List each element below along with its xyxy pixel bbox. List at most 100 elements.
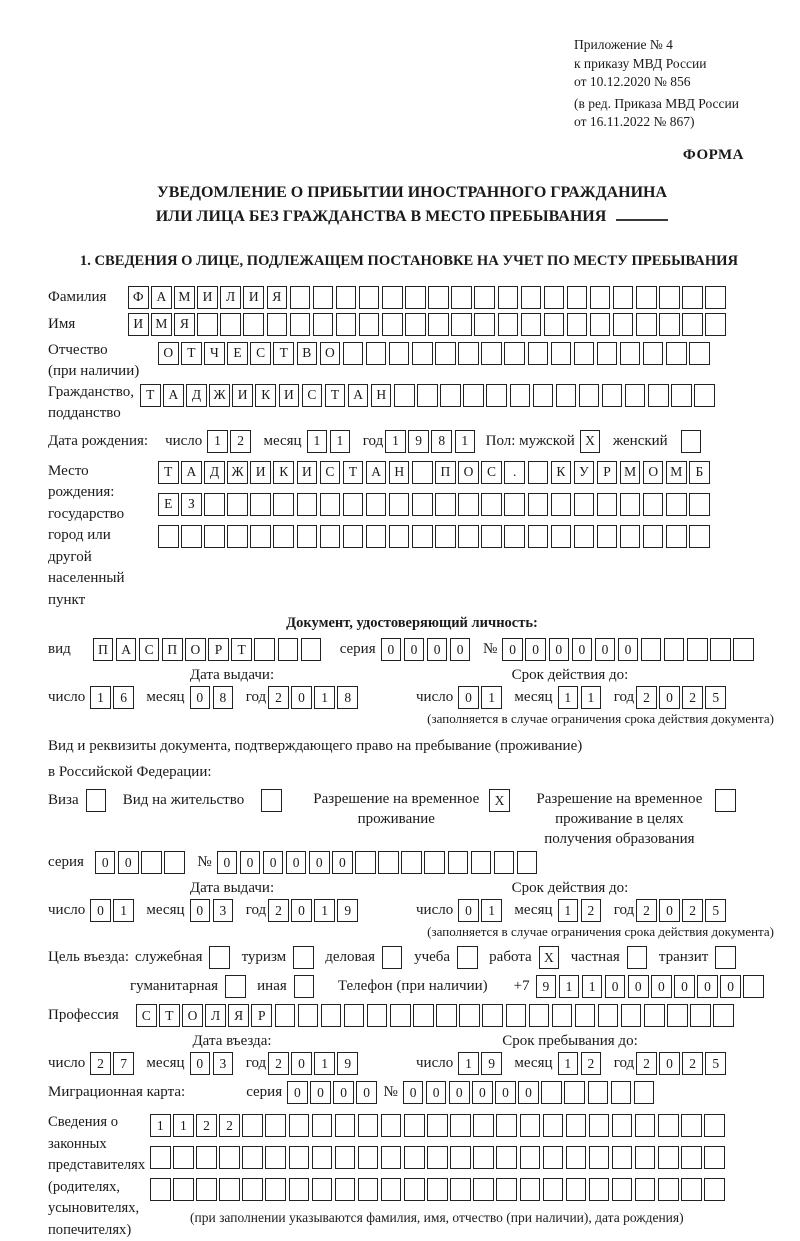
purpose-chastnaya-checkbox [627,946,650,969]
char-box: М [666,461,687,484]
char-box: 0 [449,1081,470,1104]
char-box: З [181,493,202,516]
char-box: X [580,430,601,453]
char-box [687,638,708,661]
purpose-option-label: иная [257,975,287,995]
char-box [544,286,565,309]
char-box [643,342,664,365]
char-box: 1 [558,899,579,922]
char-box: И [197,286,218,309]
entry-purpose-row2: гуманитарная иная Телефон (при наличии) … [130,975,776,998]
char-box [667,1004,688,1027]
char-box [86,789,107,812]
char-box [427,1146,448,1169]
char-box: 0 [286,851,307,874]
char-box: 0 [659,1052,680,1075]
char-box [321,1004,342,1027]
char-box: 9 [481,1052,502,1075]
char-box [566,1146,587,1169]
char-box [428,313,449,336]
sex-label: Пол: мужской [486,430,575,450]
char-box: 0 [549,638,570,661]
char-box: 0 [659,899,680,922]
year-label: год [246,686,266,706]
char-box: 0 [403,1081,424,1104]
char-box [743,975,764,998]
permit-checkbox [261,789,284,812]
char-box: А [116,638,137,661]
char-box [705,286,726,309]
char-box: 1 [481,686,502,709]
char-box: О [185,638,206,661]
char-box: П [435,461,456,484]
char-box [344,1004,365,1027]
char-box: А [366,461,387,484]
char-box [227,525,248,548]
char-box [506,1004,527,1027]
char-box: Л [220,286,241,309]
char-box [320,493,341,516]
char-box: 2 [682,899,703,922]
char-box [579,384,600,407]
char-box [382,313,403,336]
char-box: 0 [217,851,238,874]
char-box [704,1146,725,1169]
birthplace-boxes-3 [158,525,712,548]
char-box [473,1178,494,1201]
char-box [496,1178,517,1201]
char-box [689,493,710,516]
char-box [448,851,469,874]
seriya-label: серия [48,851,84,871]
char-box [458,493,479,516]
char-box: 9 [337,899,358,922]
char-box [504,525,525,548]
char-box: Т [231,638,252,661]
char-box: 2 [90,1052,111,1075]
char-box: 9 [536,975,557,998]
char-box: 1 [582,975,603,998]
char-box: К [255,384,276,407]
char-box [648,384,669,407]
char-box: 0 [628,975,649,998]
blank-underline [616,205,668,221]
char-box: Ч [204,342,225,365]
char-box [520,1178,541,1201]
residence-doc-intro1: Вид и реквизиты документа, подтверждающе… [48,733,776,759]
char-box: 2 [268,1052,289,1075]
char-box [382,286,403,309]
char-box [589,1146,610,1169]
char-box [164,851,185,874]
form-title: УВЕДОМЛЕНИЕ О ПРИБЫТИИ ИНОСТРАННОГО ГРАЖ… [48,181,776,229]
char-box [150,1146,171,1169]
char-box [450,1146,471,1169]
year-label: год [614,1052,634,1072]
char-box: 0 [90,899,111,922]
char-box [627,946,648,969]
char-box [611,1081,632,1104]
day-label: число [165,430,202,450]
char-box [173,1178,194,1201]
char-box: 1 [173,1114,194,1137]
char-box [636,286,657,309]
char-box [612,1178,633,1201]
char-box [474,313,495,336]
char-box [435,493,456,516]
char-box: 0 [450,638,471,661]
char-box: Т [343,461,364,484]
char-box: 2 [636,686,657,709]
char-box [635,1114,656,1137]
requisite-line: Приложение № 4 [574,36,776,55]
char-box: С [139,638,160,661]
char-box [482,1004,503,1027]
char-box [204,493,225,516]
char-box [181,525,202,548]
purpose-option-label: работа [489,946,532,966]
requisite-line: от 10.12.2020 № 856 [574,73,776,92]
char-box: 2 [682,686,703,709]
